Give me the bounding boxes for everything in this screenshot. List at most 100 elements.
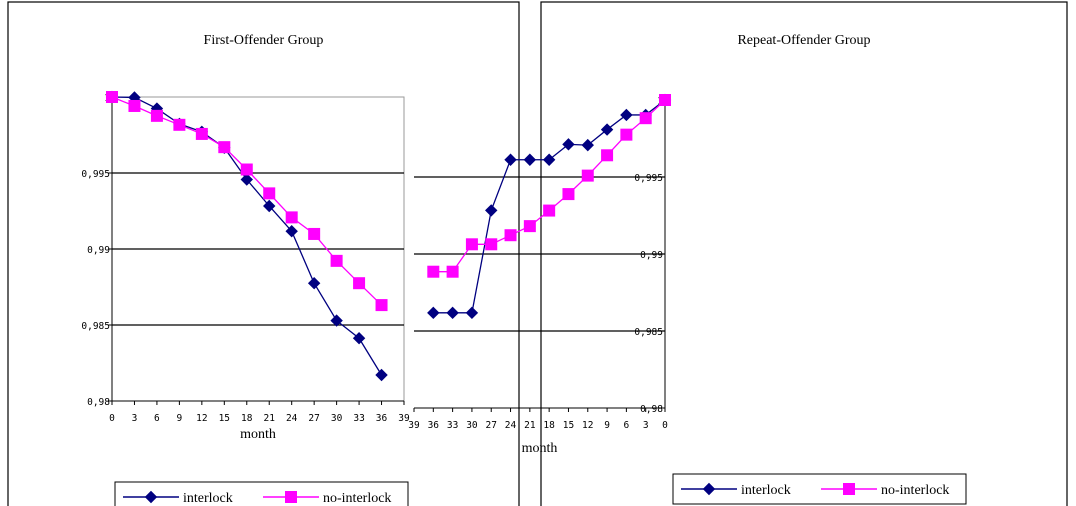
chart-title: Repeat-Offender Group bbox=[737, 33, 870, 48]
legend: interlock no-interlock bbox=[672, 473, 967, 505]
y-tick-label: 0,98 bbox=[87, 397, 110, 408]
interlock-point bbox=[263, 199, 276, 213]
interlock-point bbox=[352, 332, 366, 345]
x-tick-label: 30 bbox=[331, 413, 343, 424]
y-tick-label: 0,995 bbox=[634, 173, 663, 184]
legend-label: interlock bbox=[741, 483, 791, 498]
x-tick-label: 15 bbox=[219, 413, 230, 424]
x-tick-label: 9 bbox=[177, 413, 183, 424]
interlock-point bbox=[485, 204, 498, 217]
no-interlock-point bbox=[263, 187, 276, 200]
no-interlock-point bbox=[308, 227, 321, 240]
interlock-point bbox=[542, 153, 556, 166]
no-interlock-point bbox=[639, 112, 652, 125]
x-tick-label: 3 bbox=[132, 413, 138, 424]
no-interlock-point bbox=[240, 163, 253, 176]
chart-panel-2: Repeat-Offender Group 0,98 0,985 0,99 0,995 1… bbox=[408, 1, 1068, 506]
x-axis-label: month bbox=[240, 427, 276, 442]
x-tick-label: 12 bbox=[582, 420, 593, 431]
y-tick-label: 0,995 bbox=[81, 169, 110, 180]
y-tick-label: 0,98 bbox=[640, 404, 663, 415]
legend-label: no-interlock bbox=[323, 491, 391, 506]
no-interlock-point bbox=[543, 204, 556, 217]
interlock-point bbox=[523, 153, 537, 166]
no-interlock-point bbox=[128, 99, 141, 112]
no-interlock-point bbox=[562, 188, 575, 201]
legend-marker bbox=[285, 491, 297, 503]
legend-label: interlock bbox=[183, 491, 233, 506]
legend-marker bbox=[144, 490, 158, 504]
interlock-point bbox=[375, 368, 388, 382]
no-interlock-point bbox=[446, 265, 459, 278]
interlock-point bbox=[330, 314, 343, 327]
x-tick-label: 0 bbox=[662, 420, 668, 431]
legend-marker bbox=[702, 482, 716, 496]
series-interlock bbox=[427, 93, 672, 320]
series-no-interlock bbox=[106, 91, 388, 312]
interlock-point bbox=[562, 138, 575, 151]
x-tick-label: 36 bbox=[376, 413, 388, 424]
no-interlock-point bbox=[659, 94, 671, 106]
x-tick-label: 6 bbox=[624, 420, 630, 431]
x-tick-label: 0 bbox=[109, 413, 115, 424]
no-interlock-point bbox=[375, 299, 388, 312]
no-interlock-point bbox=[195, 127, 208, 140]
y-tick-label: 0,99 bbox=[87, 245, 110, 256]
x-axis-label: month bbox=[522, 441, 558, 456]
no-interlock-point bbox=[504, 229, 517, 242]
interlock-point bbox=[465, 306, 479, 320]
x-tick-label: 24 bbox=[505, 420, 517, 431]
x-tick-label: 33 bbox=[447, 420, 458, 431]
no-interlock-point bbox=[620, 128, 633, 141]
legend-box bbox=[114, 481, 409, 506]
no-interlock-point bbox=[173, 118, 186, 131]
interlock-point bbox=[600, 123, 614, 136]
x-tick-label: 36 bbox=[428, 420, 440, 431]
no-interlock-point bbox=[465, 238, 478, 251]
no-interlock-point bbox=[150, 109, 163, 122]
x-tick-label: 18 bbox=[543, 420, 555, 431]
no-interlock-point bbox=[285, 211, 298, 224]
x-tick-label: 9 bbox=[604, 420, 610, 431]
no-interlock-point bbox=[601, 149, 614, 162]
x-tick-label: 39 bbox=[398, 413, 410, 424]
y-tick-label: 0,99 bbox=[640, 250, 663, 261]
interlock-point bbox=[240, 173, 253, 186]
x-tick-label: 15 bbox=[563, 420, 574, 431]
interlock-point bbox=[504, 153, 517, 166]
x-tick-label: 27 bbox=[486, 420, 497, 431]
x-tick-label: 18 bbox=[241, 413, 253, 424]
y-tick-label: 0,985 bbox=[81, 321, 110, 332]
no-interlock-point bbox=[581, 169, 594, 182]
no-interlock-point bbox=[427, 265, 440, 278]
x-tick-label: 33 bbox=[353, 413, 364, 424]
interlock-point bbox=[581, 138, 594, 152]
x-tick-label: 27 bbox=[308, 413, 319, 424]
x-tick-label: 24 bbox=[286, 413, 298, 424]
no-interlock-point bbox=[218, 141, 231, 154]
interlock-point bbox=[427, 306, 440, 320]
legend-marker bbox=[843, 483, 855, 495]
interlock-point bbox=[446, 306, 459, 320]
legend: interlock no-interlock bbox=[114, 481, 409, 506]
no-interlock-point bbox=[106, 91, 118, 103]
legend-label: no-interlock bbox=[881, 483, 949, 498]
interlock-point bbox=[307, 276, 321, 290]
x-tick-label: 39 bbox=[408, 420, 420, 431]
x-tick-label: 21 bbox=[264, 413, 276, 424]
series-no-interlock bbox=[427, 94, 671, 278]
interlock-point bbox=[620, 108, 633, 122]
y-tick-label: 0,985 bbox=[634, 327, 663, 338]
no-interlock-point bbox=[353, 277, 366, 290]
x-tick-label: 6 bbox=[154, 413, 160, 424]
x-tick-label: 21 bbox=[524, 420, 536, 431]
no-interlock-point bbox=[485, 238, 498, 251]
no-interlock-point bbox=[330, 254, 343, 267]
no-interlock-point bbox=[523, 220, 536, 233]
x-tick-label: 12 bbox=[196, 413, 207, 424]
interlock-point bbox=[285, 225, 298, 238]
chart-title: First-Offender Group bbox=[204, 33, 324, 48]
x-tick-label: 3 bbox=[643, 420, 649, 431]
x-tick-label: 30 bbox=[466, 420, 478, 431]
